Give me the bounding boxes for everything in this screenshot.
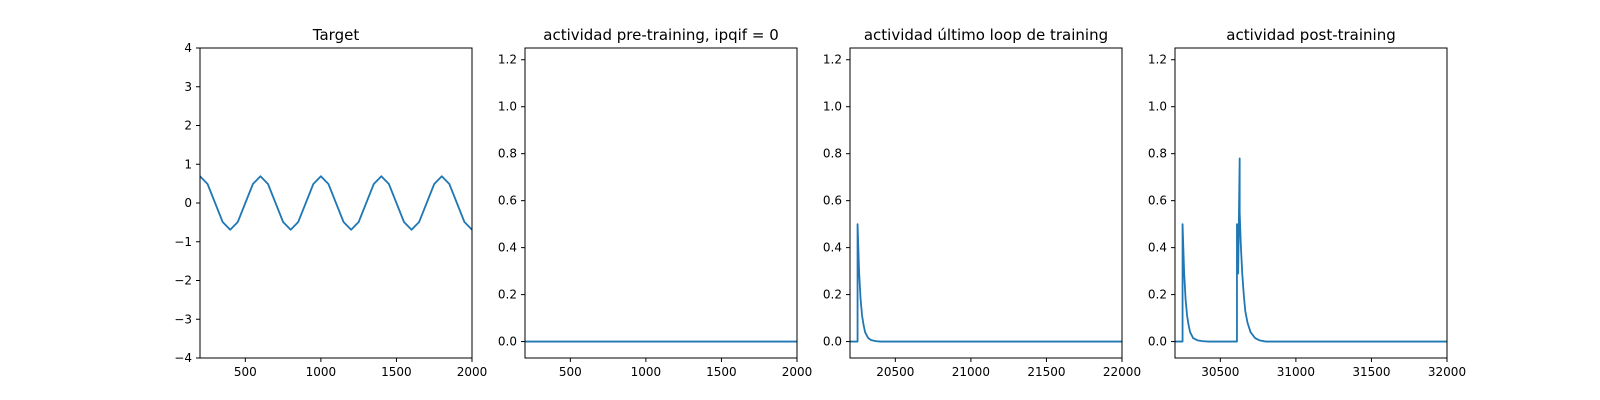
y-tick-label: 0.0 bbox=[823, 335, 842, 349]
y-tick-label: 1.0 bbox=[498, 100, 517, 114]
y-tick-label: 0.4 bbox=[1148, 241, 1167, 255]
x-tick-label: 20500 bbox=[876, 365, 914, 379]
x-tick-label: 1000 bbox=[306, 365, 337, 379]
y-tick-label: 0.8 bbox=[1148, 147, 1167, 161]
x-tick-label: 2000 bbox=[782, 365, 813, 379]
axes-frame bbox=[524, 47, 798, 359]
subplot-last-training-loop: actividad último loop de training 20500 2… bbox=[823, 26, 1141, 379]
y-tick-label: 2 bbox=[184, 119, 192, 133]
subplot-post-training: actividad post-training 30500 31000 31500 3… bbox=[1148, 26, 1466, 379]
subplot-title: Target bbox=[312, 26, 360, 44]
y-tick-label: 3 bbox=[184, 80, 192, 94]
y-tick-label: 0.8 bbox=[498, 147, 517, 161]
y-tick-label: −3 bbox=[174, 312, 192, 326]
y-tick-label: 1.2 bbox=[1148, 53, 1167, 67]
axes-frame bbox=[1174, 47, 1448, 359]
x-tick-label: 1500 bbox=[381, 365, 412, 379]
y-tick-label: 1.2 bbox=[498, 53, 517, 67]
y-tick-label: 1.0 bbox=[823, 100, 842, 114]
x-tick-label: 1500 bbox=[706, 365, 737, 379]
series-line bbox=[200, 175, 472, 231]
y-tick-label: 0.8 bbox=[823, 147, 842, 161]
x-tick-label: 30500 bbox=[1201, 365, 1239, 379]
x-tick-label: 31000 bbox=[1277, 365, 1315, 379]
x-tick-label: 2000 bbox=[457, 365, 488, 379]
subplot-pre-training: actividad pre-training, ipqif = 0 500 100… bbox=[498, 26, 812, 379]
x-tick-label: 1000 bbox=[631, 365, 662, 379]
x-tick-label: 21000 bbox=[952, 365, 990, 379]
series-line bbox=[1175, 157, 1447, 343]
x-tick-label: 32000 bbox=[1428, 365, 1466, 379]
subplot-title: actividad último loop de training bbox=[864, 26, 1108, 44]
subplot-target: Target 500 1000 1500 2000 −4 −3 −2 −1 0 1 2 3 4 bbox=[174, 26, 487, 379]
y-tick-label: 0.6 bbox=[498, 194, 517, 208]
y-tick-label: 0.0 bbox=[498, 335, 517, 349]
x-tick-label: 21500 bbox=[1027, 365, 1065, 379]
y-tick-label: 0.4 bbox=[823, 241, 842, 255]
x-tick-label: 500 bbox=[559, 365, 582, 379]
y-tick-label: 0.2 bbox=[498, 288, 517, 302]
x-tick-label: 22000 bbox=[1103, 365, 1141, 379]
series-line bbox=[850, 223, 1122, 343]
y-tick-label: 0.6 bbox=[1148, 194, 1167, 208]
y-tick-label: −2 bbox=[174, 274, 192, 288]
subplot-title: actividad pre-training, ipqif = 0 bbox=[543, 26, 779, 44]
y-tick-label: 1 bbox=[184, 157, 192, 171]
y-tick-label: 1.0 bbox=[1148, 100, 1167, 114]
y-tick-label: 0.2 bbox=[1148, 288, 1167, 302]
y-tick-label: 0.0 bbox=[1148, 335, 1167, 349]
axes-frame bbox=[849, 47, 1123, 359]
subplot-title: actividad post-training bbox=[1226, 26, 1395, 44]
y-tick-label: 0 bbox=[184, 196, 192, 210]
y-tick-label: 0.6 bbox=[823, 194, 842, 208]
x-tick-label: 31500 bbox=[1352, 365, 1390, 379]
y-tick-label: −1 bbox=[174, 235, 192, 249]
y-tick-label: 4 bbox=[184, 41, 192, 55]
y-tick-label: 0.4 bbox=[498, 241, 517, 255]
y-tick-label: −4 bbox=[174, 351, 192, 365]
y-tick-label: 0.2 bbox=[823, 288, 842, 302]
y-tick-label: 1.2 bbox=[823, 53, 842, 67]
x-tick-label: 500 bbox=[234, 365, 257, 379]
